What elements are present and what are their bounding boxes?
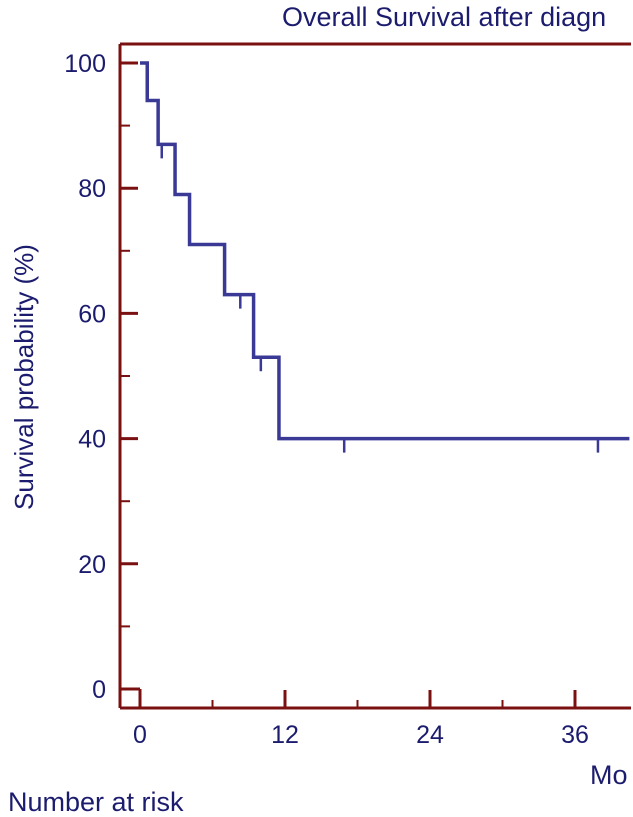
x-tick-label-12: 12 [271,721,299,749]
x-tick-label-24: 24 [416,721,444,749]
chart-title: Overall Survival after diagn [282,2,607,32]
y-tick-label-100: 100 [64,50,106,78]
survival-curve-0 [140,61,630,441]
y-tick-label-40: 40 [78,426,106,454]
y-tick-label-20: 20 [78,551,106,579]
x-tick-label-0: 0 [133,721,147,749]
y-tick-label-60: 60 [78,300,106,328]
x-tick-label-36: 36 [561,721,589,749]
x-axis-unit-label: Mo [590,760,628,790]
y-axis-title: Survival probability (%) [9,244,39,510]
number-at-risk-label: Number at risk [8,787,184,817]
y-tick-label-0: 0 [92,676,106,704]
y-tick-label-80: 80 [78,175,106,203]
